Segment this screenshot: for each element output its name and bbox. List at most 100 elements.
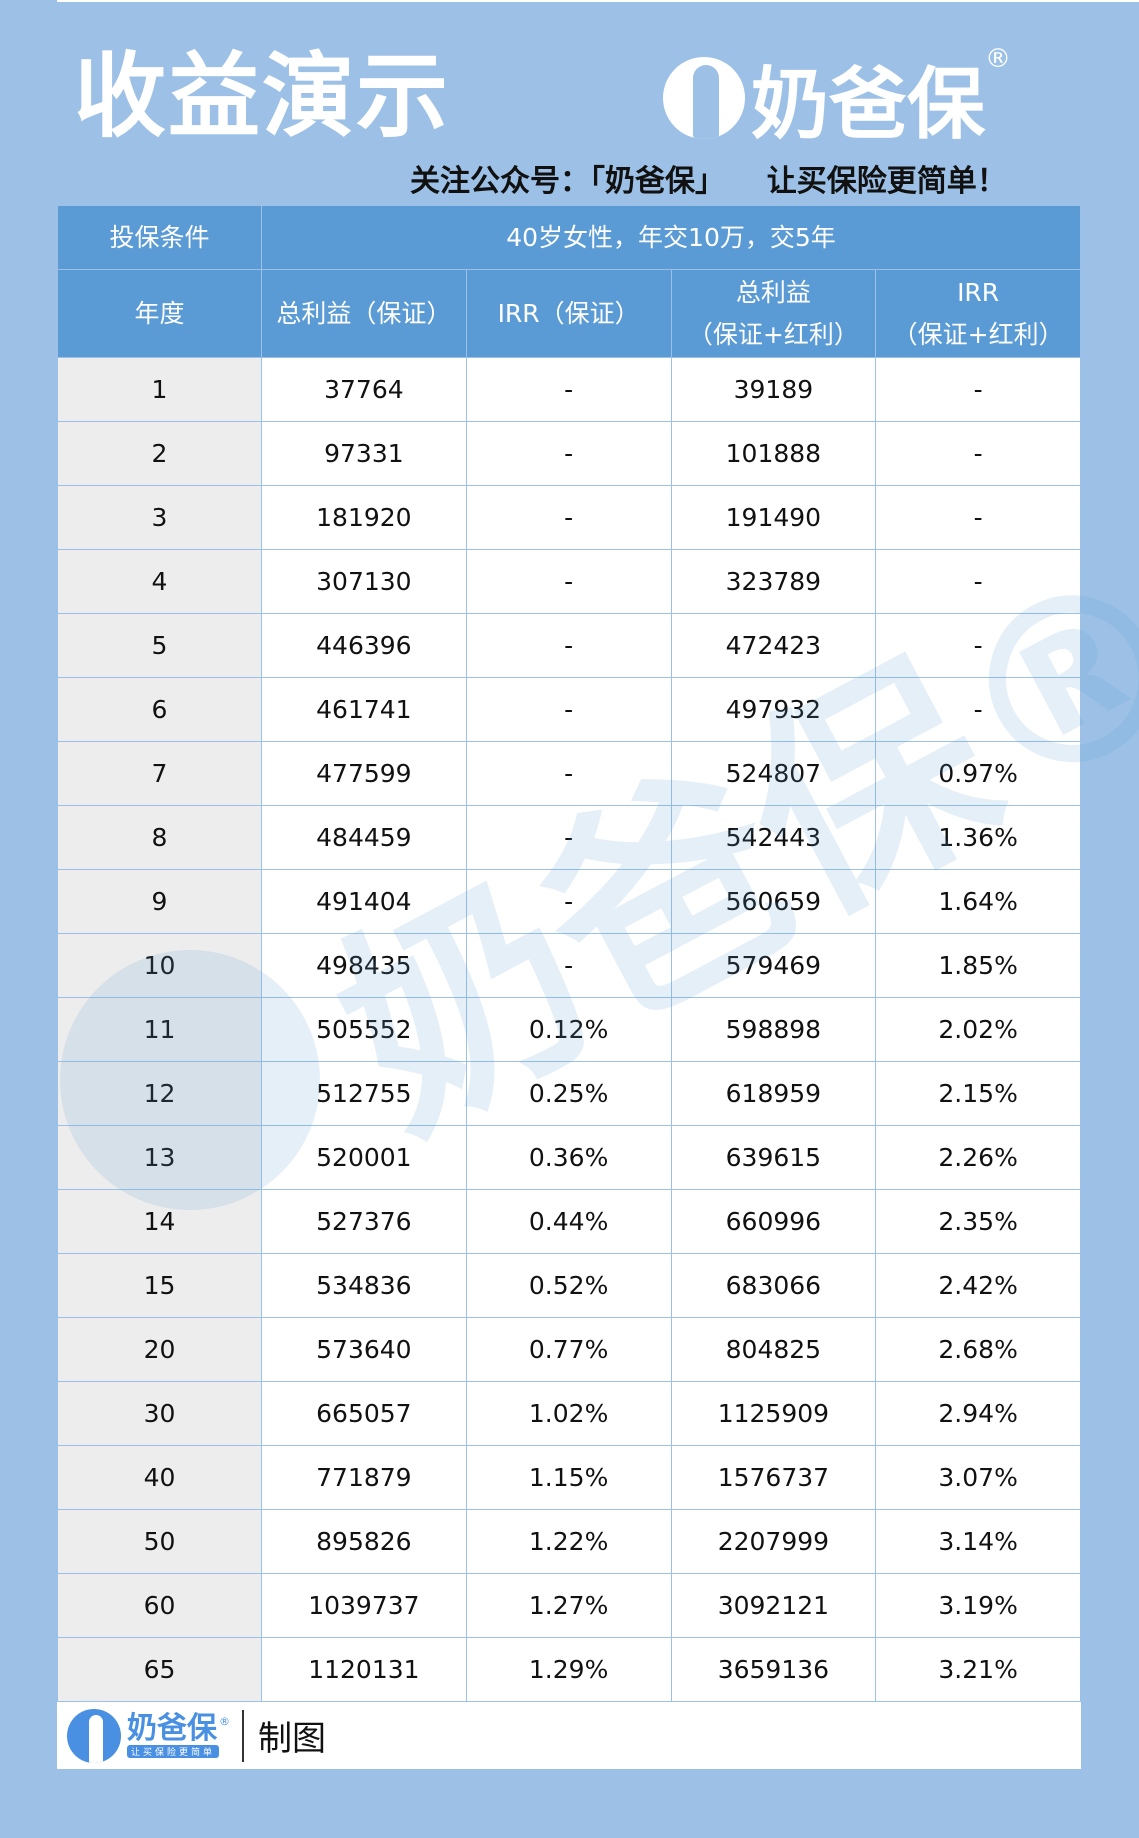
cell-irr-guaranteed: - <box>465 485 672 550</box>
col-total-bonus: 总利益 （保证+红利） <box>670 269 877 358</box>
cell-year: 40 <box>57 1445 262 1510</box>
cell-total-bonus: 39189 <box>670 357 877 422</box>
condition-value: 40岁女性，年交10万，交5年 <box>261 205 1081 270</box>
cell-irr-bonus: - <box>875 357 1081 422</box>
table-row: 11 505552 0.12% 598898 2.02% <box>57 997 1081 1062</box>
cell-year: 12 <box>57 1061 262 1126</box>
cell-total-guaranteed: 37764 <box>261 357 467 422</box>
cell-irr-guaranteed: 1.27% <box>465 1573 672 1638</box>
cell-irr-guaranteed: 0.77% <box>465 1317 672 1382</box>
cell-total-bonus: 497932 <box>670 677 877 742</box>
table-row: 15 534836 0.52% 683066 2.42% <box>57 1253 1081 1318</box>
cell-year: 30 <box>57 1381 262 1446</box>
cell-irr-guaranteed: - <box>465 549 672 614</box>
cell-irr-guaranteed: - <box>465 357 672 422</box>
cell-irr-guaranteed: 1.29% <box>465 1637 672 1702</box>
col-irr-bonus: IRR （保证+红利） <box>875 269 1081 358</box>
cell-total-bonus: 1576737 <box>670 1445 877 1510</box>
cell-total-guaranteed: 491404 <box>261 869 467 934</box>
cell-year: 4 <box>57 549 262 614</box>
col-irr-guaranteed: IRR（保证） <box>465 269 672 358</box>
parent-child-icon <box>67 1708 121 1763</box>
table-row: 5 446396-472423- <box>57 613 1081 678</box>
cell-year: 14 <box>57 1189 262 1254</box>
cell-total-guaranteed: 307130 <box>261 549 467 614</box>
condition-label: 投保条件 <box>57 205 262 270</box>
cell-irr-bonus: 3.21% <box>875 1637 1081 1702</box>
cell-irr-guaranteed: 0.25% <box>465 1061 672 1126</box>
cell-total-guaranteed: 461741 <box>261 677 467 742</box>
cell-year: 7 <box>57 741 262 806</box>
cell-year: 5 <box>57 613 262 678</box>
cell-total-bonus: 472423 <box>670 613 877 678</box>
cell-irr-guaranteed: - <box>465 613 672 678</box>
cell-year: 60 <box>57 1573 262 1638</box>
cell-irr-guaranteed: 0.36% <box>465 1125 672 1190</box>
cell-year: 11 <box>57 997 262 1062</box>
slogan: 关注公众号：「奶爸保」 让买保险更简单！ <box>410 164 1007 199</box>
parent-child-icon <box>663 57 745 139</box>
cell-irr-bonus: 0.97% <box>875 741 1081 806</box>
cell-irr-bonus: 3.07% <box>875 1445 1081 1510</box>
cell-irr-bonus: - <box>875 677 1081 742</box>
cell-irr-guaranteed: - <box>465 741 672 806</box>
cell-total-guaranteed: 895826 <box>261 1509 467 1574</box>
footer-brand: 奶爸保 <box>127 1711 217 1746</box>
cell-total-bonus: 542443 <box>670 805 877 870</box>
table-row: 12 512755 0.25% 618959 2.15% <box>57 1061 1081 1126</box>
cell-irr-guaranteed: - <box>465 805 672 870</box>
table-row: 40 771879 1.15% 1576737 3.07% <box>57 1445 1081 1510</box>
table-row: 60 1039737 1.27% 3092121 3.19% <box>57 1573 1081 1638</box>
cell-total-guaranteed: 512755 <box>261 1061 467 1126</box>
cell-total-guaranteed: 520001 <box>261 1125 467 1190</box>
cell-year: 15 <box>57 1253 262 1318</box>
table-row: 13 520001 0.36% 639615 2.26% <box>57 1125 1081 1190</box>
cell-total-bonus: 804825 <box>670 1317 877 1382</box>
cell-irr-guaranteed: - <box>465 677 672 742</box>
column-header-row: 年度 总利益（保证） IRR（保证） 总利益 （保证+红利） IRR （保证+红利） <box>57 269 1081 358</box>
cell-total-guaranteed: 1120131 <box>261 1637 467 1702</box>
cell-irr-bonus: 3.14% <box>875 1509 1081 1574</box>
table-row: 1 37764-39189- <box>57 357 1081 422</box>
table-row: 7 477599-524807 0.97% <box>57 741 1081 806</box>
cell-total-bonus: 683066 <box>670 1253 877 1318</box>
table-row: 4 307130-323789- <box>57 549 1081 614</box>
cell-year: 9 <box>57 869 262 934</box>
cell-irr-bonus: 3.19% <box>875 1573 1081 1638</box>
table-row: 20 573640 0.77% 804825 2.68% <box>57 1317 1081 1382</box>
cell-year: 20 <box>57 1317 262 1382</box>
cell-year: 10 <box>57 933 262 998</box>
cell-year: 1 <box>57 357 262 422</box>
cell-irr-bonus: 1.36% <box>875 805 1081 870</box>
table-row: 8 484459-542443 1.36% <box>57 805 1081 870</box>
divider <box>242 1709 245 1762</box>
cell-irr-bonus: 2.94% <box>875 1381 1081 1446</box>
cell-total-guaranteed: 665057 <box>261 1381 467 1446</box>
cell-total-bonus: 579469 <box>670 933 877 998</box>
cell-year: 13 <box>57 1125 262 1190</box>
cell-irr-guaranteed: 0.52% <box>465 1253 672 1318</box>
cell-irr-bonus: - <box>875 421 1081 486</box>
cell-irr-bonus: 1.64% <box>875 869 1081 934</box>
cell-irr-guaranteed: - <box>465 421 672 486</box>
cell-irr-bonus: - <box>875 613 1081 678</box>
col-irr-bonus-line1: IRR <box>957 277 1000 307</box>
cell-year: 6 <box>57 677 262 742</box>
cell-total-bonus: 639615 <box>670 1125 877 1190</box>
cell-irr-guaranteed: 1.02% <box>465 1381 672 1446</box>
condition-row: 投保条件 40岁女性，年交10万，交5年 <box>57 205 1081 270</box>
cell-irr-bonus: 2.02% <box>875 997 1081 1062</box>
footer: 奶爸保 让买保险更简单 ® 制图 <box>57 1702 1081 1769</box>
table-row: 30 665057 1.02% 1125909 2.94% <box>57 1381 1081 1446</box>
table-row: 3 181920-191490- <box>57 485 1081 550</box>
cell-year: 65 <box>57 1637 262 1702</box>
brand-logo: 奶爸保 ® <box>663 42 1011 154</box>
table-row: 65 1120131 1.29% 3659136 3.21% <box>57 1637 1081 1702</box>
cell-total-bonus: 1125909 <box>670 1381 877 1446</box>
cell-irr-guaranteed: 1.22% <box>465 1509 672 1574</box>
table-row: 14 527376 0.44% 660996 2.35% <box>57 1189 1081 1254</box>
cell-total-bonus: 2207999 <box>670 1509 877 1574</box>
cell-total-guaranteed: 498435 <box>261 933 467 998</box>
cell-total-bonus: 3659136 <box>670 1637 877 1702</box>
cell-total-bonus: 560659 <box>670 869 877 934</box>
